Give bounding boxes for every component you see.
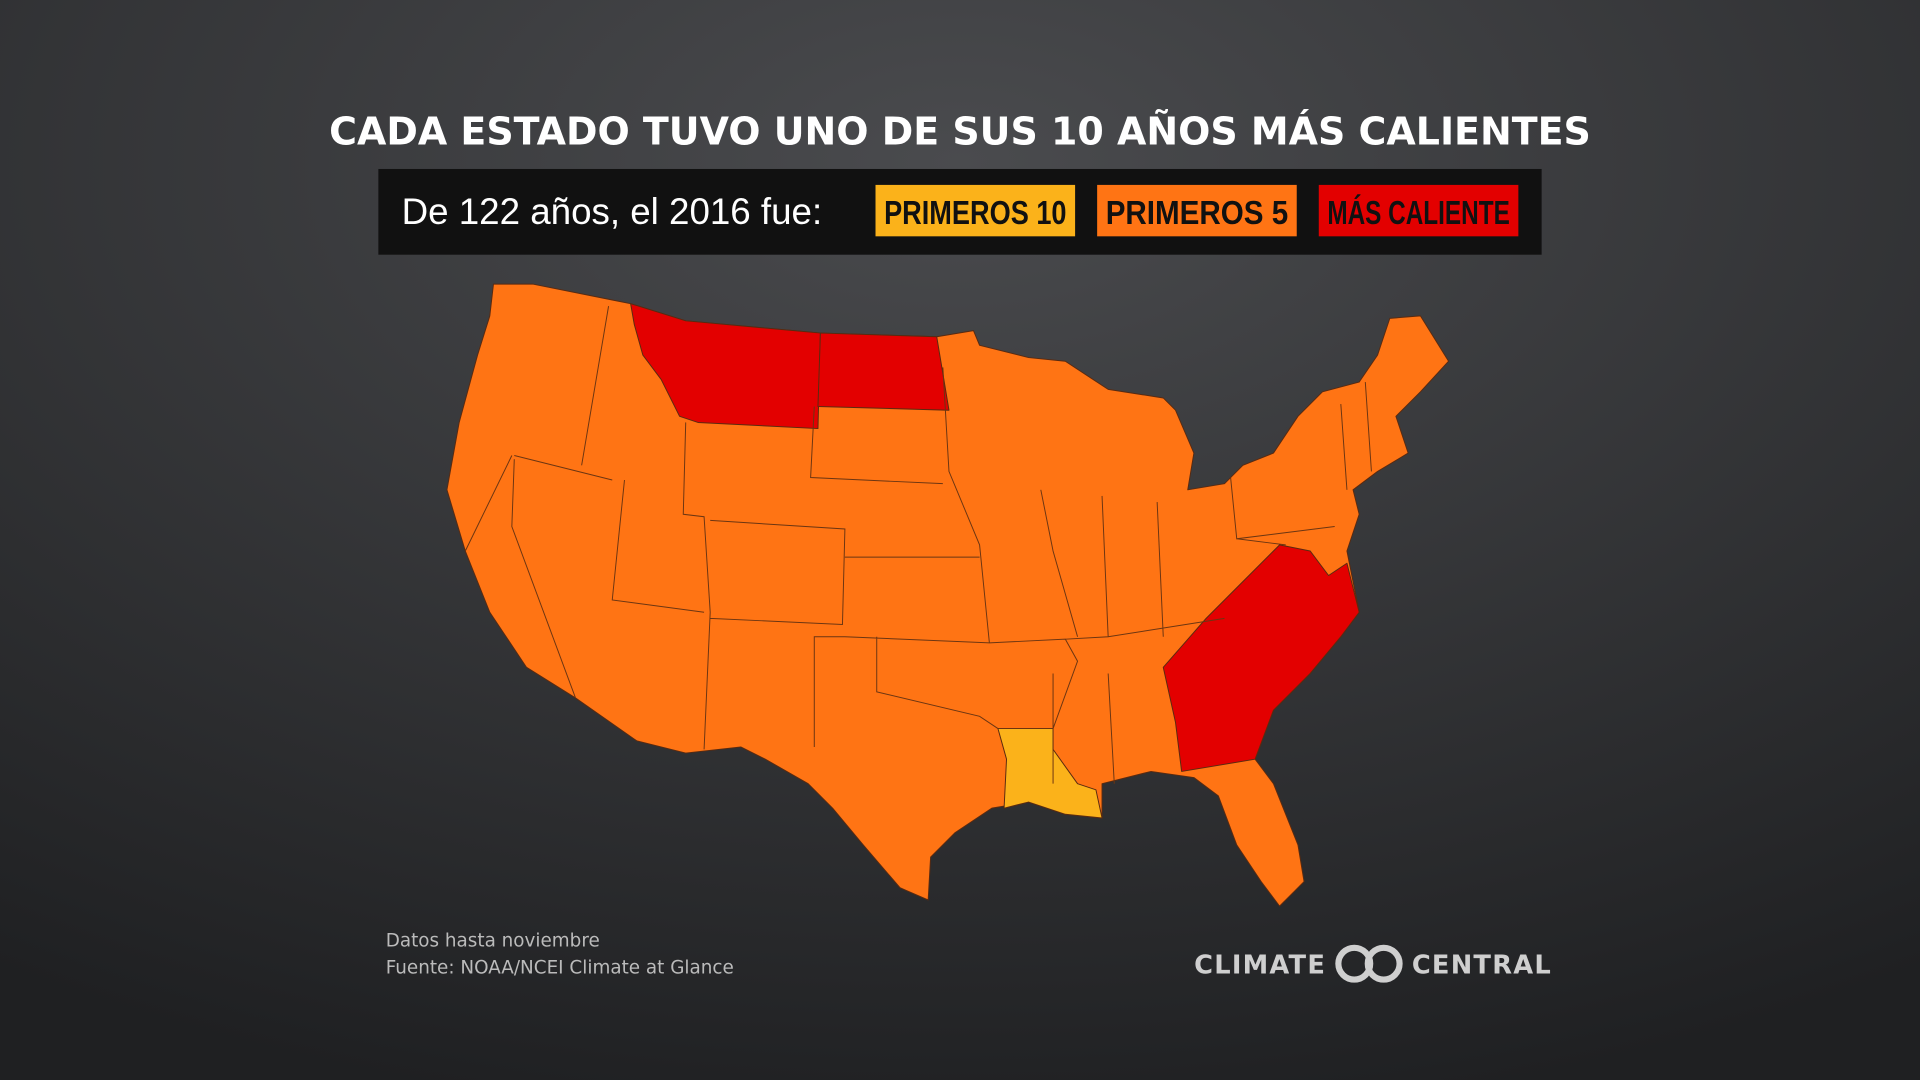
legend-swatch	[1318, 184, 1519, 237]
legend-item: PRIMEROS 5	[1106, 195, 1288, 232]
map-region	[817, 332, 950, 411]
title: CADA ESTADO TUVO UNO DE SUS 10 AÑOS MÁS …	[329, 109, 1591, 153]
state-borders	[464, 306, 1372, 784]
legend-swatch	[1097, 184, 1297, 237]
logo-left: CLIMATE	[1194, 950, 1326, 980]
legend-items: PRIMEROS 10 PRIMEROS 5 MÁS CALIENTE	[875, 184, 1519, 237]
legend-item: MÁS CALIENTE	[1327, 194, 1509, 232]
map-region	[1162, 544, 1360, 772]
logo-right: CENTRAL	[1412, 950, 1552, 980]
note: Datos hasta noviembre	[386, 931, 600, 952]
map-region	[630, 303, 821, 430]
legend-label: De 122 años, el 2016 fue:	[402, 191, 823, 232]
legend-item: PRIMEROS 10	[884, 195, 1066, 232]
logo-ring	[1364, 944, 1403, 983]
legend-swatch	[875, 184, 1076, 237]
note: Fuente: NOAA/NCEI Climate at Glance	[386, 957, 734, 978]
us-map	[446, 283, 1450, 907]
